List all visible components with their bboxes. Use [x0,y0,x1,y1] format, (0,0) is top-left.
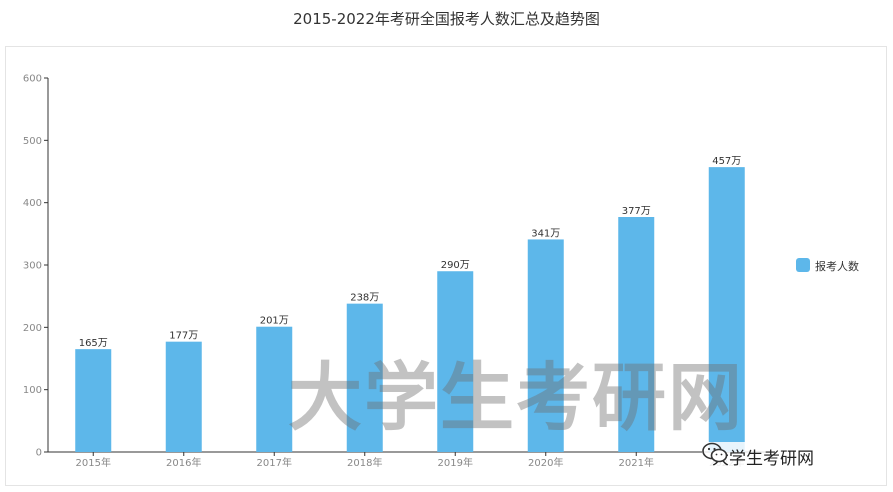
bar-2017年 [256,326,293,452]
bar-value-label: 377万 [622,206,651,217]
bar-value-label: 457万 [712,156,741,167]
y-tick-label: 0 [36,448,42,459]
y-tick-label: 300 [23,261,42,272]
y-tick-label: 600 [23,74,42,85]
bar-value-label: 238万 [350,293,379,304]
bar-2018年 [346,303,383,452]
y-tick-label: 200 [23,323,42,334]
bar-2019年 [437,271,474,452]
bar-2022年 [708,167,745,453]
bar-2016年 [165,341,202,452]
x-tick-label: 2020年 [528,456,563,469]
wechat-account-name: 大学生考研网 [712,449,814,469]
y-tick-label: 500 [23,136,42,147]
x-tick-label: 2018年 [347,456,382,469]
bar-value-label: 341万 [531,228,560,239]
legend-swatch [796,258,810,272]
x-tick-label: 2017年 [257,456,292,469]
bar-value-label: 290万 [441,260,470,271]
bar-value-label: 201万 [260,316,289,327]
x-tick-label: 2016年 [166,456,201,469]
legend-label: 报考人数 [815,259,859,273]
chart-frame [5,46,887,486]
wechat-badge: 大学生考研网 [702,442,818,471]
y-tick-label: 100 [23,385,42,396]
y-tick-label: 400 [23,198,42,209]
x-tick-label: 2021年 [619,456,654,469]
bar-value-label: 177万 [169,331,198,342]
x-tick-label: 2019年 [438,456,473,469]
bar-2021年 [618,217,655,452]
watermark-text: 大学生考研网 [288,355,744,441]
chart-title: 2015-2022年考研全国报考人数汇总及趋势图 [293,10,600,28]
bar-2020年 [527,239,564,452]
bar-value-label: 165万 [79,338,108,349]
x-tick-label: 2015年 [76,456,111,469]
bar-2015年 [75,349,112,452]
